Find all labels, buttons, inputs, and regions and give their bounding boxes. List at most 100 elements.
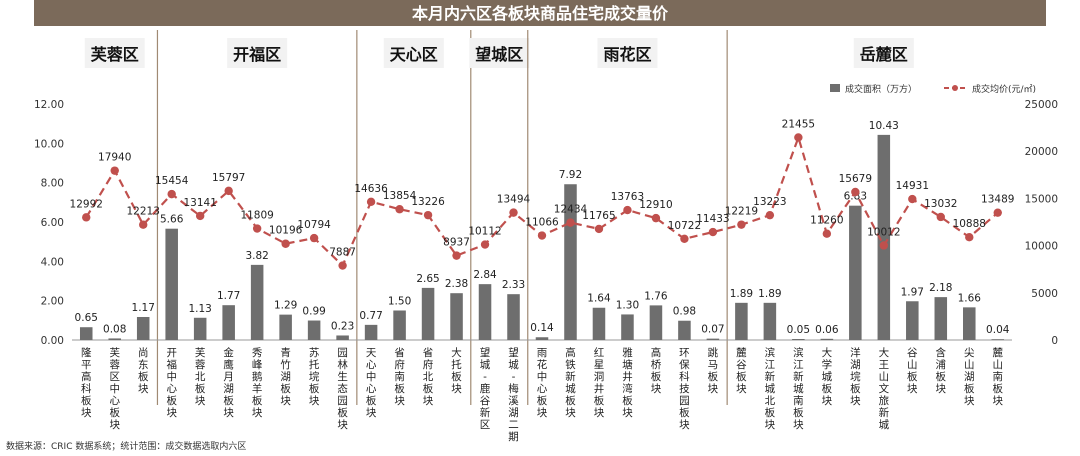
price-point <box>765 210 775 220</box>
price-point <box>509 208 518 217</box>
bar <box>763 302 777 340</box>
bar <box>450 293 463 340</box>
district-box <box>383 38 444 68</box>
district-label: 芙蓉区 <box>91 45 139 64</box>
x-tick-label: 省府南板块 <box>394 346 405 407</box>
bar <box>820 338 834 340</box>
x-tick-label: 谷山板块 <box>907 347 918 395</box>
district-label: 天心区 <box>390 45 438 64</box>
x-tick-label: 苏托垸板块 <box>309 346 320 407</box>
price-point <box>395 205 404 214</box>
price-point <box>537 231 547 240</box>
bar <box>963 307 976 340</box>
price-value-label: 10794 <box>297 219 331 231</box>
bar-value-label: 10.43 <box>869 120 899 132</box>
price-value-label: 10888 <box>953 218 986 230</box>
bar-value-label: 1.30 <box>616 299 639 311</box>
bar <box>279 314 292 340</box>
bar-value-label: 1.50 <box>388 296 411 308</box>
y-right-tick-label: 25000 <box>1025 99 1058 111</box>
bar <box>735 302 748 340</box>
bar-value-label: 2.18 <box>929 282 952 294</box>
x-tick-label: 滨江新城北板块 <box>765 346 776 431</box>
price-point <box>309 233 319 243</box>
y-left-tick-label: 2.00 <box>41 296 64 308</box>
bar <box>165 228 178 340</box>
bar <box>222 305 235 340</box>
price-point <box>452 251 461 260</box>
bar <box>991 339 1005 341</box>
price-value-label: 13032 <box>924 198 957 210</box>
x-tick-label: 芙蓉区中心板块 <box>109 346 120 431</box>
price-point <box>737 220 746 229</box>
footer-note: 数据来源：CRIC 数据系统；统计范围：成交数据选取内六区 <box>6 442 247 452</box>
bar-value-label: 2.33 <box>502 279 525 291</box>
x-tick-label: 天心中心板块 <box>366 347 377 419</box>
x-tick-label: 大托板块 <box>451 346 462 395</box>
price-value-label: 11066 <box>525 217 559 229</box>
x-tick-label: 雨花中心板块 <box>537 347 548 419</box>
x-tick-label: 尖山湖板块 <box>964 346 975 407</box>
district-box <box>227 38 288 68</box>
y-right-tick-label: 20000 <box>1025 146 1058 158</box>
bar <box>393 310 406 340</box>
price-value-label: 14931 <box>896 180 929 192</box>
bar-value-label: 0.23 <box>331 320 354 332</box>
bar <box>79 327 93 340</box>
x-tick-label: 滨江新城南板块 <box>793 346 804 431</box>
price-point <box>252 224 262 233</box>
price-value-label: 13226 <box>411 196 445 208</box>
price-point <box>110 166 119 175</box>
price-value-label: 10012 <box>867 226 900 238</box>
price-value-label: 13763 <box>611 191 644 203</box>
price-value-label: 13494 <box>497 194 531 206</box>
bar <box>649 305 663 340</box>
y-right-tick-label: 5000 <box>1031 288 1058 300</box>
x-tick-label: 高桥板块 <box>651 346 662 395</box>
price-point <box>908 194 917 204</box>
bar-value-label: 6.83 <box>844 191 867 203</box>
x-tick-label: 洋湖垸板块 <box>850 346 861 407</box>
price-value-label: 8937 <box>443 237 470 249</box>
y-left-tick-label: 6.00 <box>41 217 64 229</box>
bar-value-label: 2.84 <box>473 269 497 281</box>
price-value-label: 14636 <box>354 183 388 195</box>
x-tick-label: 省府北板块 <box>423 346 434 407</box>
legend-bar-label: 成交面积（万方） <box>845 83 917 95</box>
price-point <box>423 210 433 220</box>
bar-value-label: 0.04 <box>986 324 1010 336</box>
x-tick-label: 隆平高科板块 <box>81 346 92 419</box>
price-value-label: 12992 <box>70 198 103 210</box>
bar <box>193 317 207 340</box>
bar <box>307 320 321 340</box>
price-value-label: 10722 <box>668 220 701 232</box>
x-tick-label: 开福中心板块 <box>166 347 177 419</box>
x-tick-label: 含浦板块 <box>936 346 947 395</box>
x-tick-label: 金鹰月湖板块 <box>223 346 234 419</box>
price-point <box>851 187 860 197</box>
price-point <box>594 224 604 234</box>
bar <box>592 307 606 340</box>
price-value-label: 12910 <box>639 199 672 211</box>
bar <box>507 294 520 340</box>
price-point <box>281 239 290 248</box>
price-value-label: 15454 <box>155 175 189 187</box>
price-value-label: 13489 <box>981 194 1014 206</box>
price-value-label: 12434 <box>554 204 588 216</box>
x-tick-label: 跳马板块 <box>708 346 719 395</box>
district-label: 岳麓区 <box>860 45 908 64</box>
district-box <box>469 38 530 68</box>
price-value-label: 10112 <box>468 226 501 238</box>
y-left-tick-label: 12.00 <box>34 99 64 111</box>
bar <box>849 205 862 340</box>
price-value-label: 11433 <box>696 213 729 225</box>
x-tick-label: 园林生态园板块 <box>337 347 348 431</box>
price-value-label: 12213 <box>127 206 160 218</box>
price-point <box>623 205 632 215</box>
district-label: 开福区 <box>233 45 281 64</box>
bar-value-label: 2.38 <box>445 278 468 290</box>
price-point <box>708 227 718 237</box>
price-point <box>566 218 575 227</box>
price-point <box>82 213 91 222</box>
